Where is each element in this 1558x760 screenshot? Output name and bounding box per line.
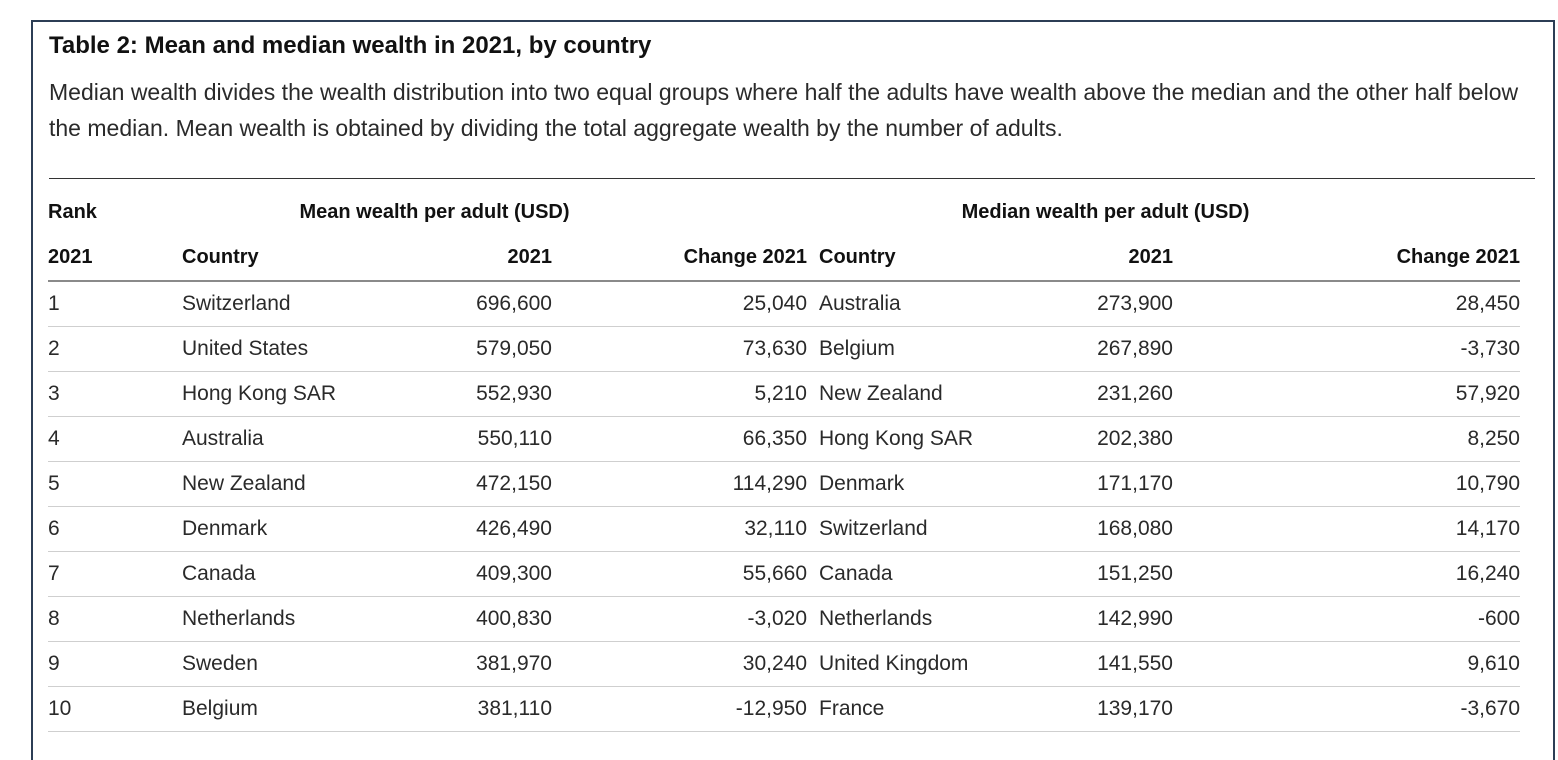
rank-cell: 7 — [48, 551, 182, 597]
median-change-header: Change 2021 — [1173, 234, 1520, 282]
table-row: 5 New Zealand 472,150 114,290 Denmark 171,170… — [48, 461, 1520, 507]
mean-country-cell: Switzerland — [182, 281, 382, 327]
median-change-cell: -600 — [1173, 596, 1520, 642]
table-row: 10 Belgium 381,110 -12,950 France 139,170 -3,6… — [48, 686, 1520, 732]
median-change-cell: 10,790 — [1173, 461, 1520, 507]
rank-cell: 9 — [48, 641, 182, 687]
rank-cell: 1 — [48, 281, 182, 327]
table-row: 8 Netherlands 400,830 -3,020 Netherlands 142,… — [48, 596, 1520, 642]
rank-cell: 6 — [48, 506, 182, 552]
mean-country-cell: Hong Kong SAR — [182, 371, 382, 417]
mean-2021-cell: 381,110 — [382, 686, 552, 732]
rank-cell: 5 — [48, 461, 182, 507]
median-2021-cell: 171,170 — [1019, 461, 1173, 507]
mean-2021-cell: 552,930 — [382, 371, 552, 417]
median-country-cell: Australia — [819, 281, 1019, 327]
median-group-header: Median wealth per adult (USD) — [961, 200, 1250, 223]
mean-2021-cell: 696,600 — [382, 281, 552, 327]
mean-2021-cell: 426,490 — [382, 506, 552, 552]
mean-change-cell: 66,350 — [552, 416, 807, 462]
table-row: 1 Switzerland 696,600 25,040 Australia 273,90… — [48, 281, 1520, 327]
rank-cell: 8 — [48, 596, 182, 642]
table-title: Table 2: Mean and median wealth in 2021,… — [49, 32, 652, 59]
rank-cell: 4 — [48, 416, 182, 462]
mean-change-cell: 55,660 — [552, 551, 807, 597]
median-2021-header: 2021 — [1019, 234, 1173, 282]
rank-header: Rank — [48, 200, 97, 223]
header-divider — [49, 178, 1535, 179]
mean-group-header: Mean wealth per adult (USD) — [299, 200, 570, 223]
median-2021-cell: 231,260 — [1019, 371, 1173, 417]
mean-country-cell: Australia — [182, 416, 382, 462]
table-row: 7 Canada 409,300 55,660 Canada 151,250 16,240 — [48, 551, 1520, 597]
rank-year-header: 2021 — [48, 234, 182, 282]
mean-country-cell: Canada — [182, 551, 382, 597]
mean-2021-cell: 409,300 — [382, 551, 552, 597]
mean-2021-cell: 472,150 — [382, 461, 552, 507]
mean-change-cell: 25,040 — [552, 281, 807, 327]
median-country-cell: France — [819, 686, 1019, 732]
mean-change-cell: -12,950 — [552, 686, 807, 732]
mean-2021-cell: 381,970 — [382, 641, 552, 687]
median-2021-cell: 142,990 — [1019, 596, 1173, 642]
mean-change-cell: 32,110 — [552, 506, 807, 552]
median-change-cell: 57,920 — [1173, 371, 1520, 417]
mean-2021-cell: 550,110 — [382, 416, 552, 462]
median-change-cell: -3,670 — [1173, 686, 1520, 732]
mean-change-cell: 30,240 — [552, 641, 807, 687]
mean-change-cell: 114,290 — [552, 461, 807, 507]
mean-country-cell: New Zealand — [182, 461, 382, 507]
mean-country-header: Country — [182, 234, 382, 282]
median-change-cell: 14,170 — [1173, 506, 1520, 552]
table-row: 9 Sweden 381,970 30,240 United Kingdom 141,55… — [48, 641, 1520, 687]
table-row: 6 Denmark 426,490 32,110 Switzerland 168,080 1… — [48, 506, 1520, 552]
median-2021-cell: 273,900 — [1019, 281, 1173, 327]
median-country-cell: Switzerland — [819, 506, 1019, 552]
median-2021-cell: 267,890 — [1019, 326, 1173, 372]
mean-change-cell: -3,020 — [552, 596, 807, 642]
table-row: 4 Australia 550,110 66,350 Hong Kong SAR 202,… — [48, 416, 1520, 462]
table-row: 3 Hong Kong SAR 552,930 5,210 New Zealand 231… — [48, 371, 1520, 417]
mean-change-cell: 5,210 — [552, 371, 807, 417]
median-change-cell: 9,610 — [1173, 641, 1520, 687]
mean-2021-cell: 400,830 — [382, 596, 552, 642]
median-country-cell: Denmark — [819, 461, 1019, 507]
median-change-cell: 8,250 — [1173, 416, 1520, 462]
mean-country-cell: United States — [182, 326, 382, 372]
median-change-cell: 28,450 — [1173, 281, 1520, 327]
median-2021-cell: 139,170 — [1019, 686, 1173, 732]
median-country-header: Country — [819, 234, 1019, 282]
median-2021-cell: 168,080 — [1019, 506, 1173, 552]
median-country-cell: United Kingdom — [819, 641, 1019, 687]
median-country-cell: Belgium — [819, 326, 1019, 372]
median-change-cell: 16,240 — [1173, 551, 1520, 597]
median-change-cell: -3,730 — [1173, 326, 1520, 372]
mean-2021-cell: 579,050 — [382, 326, 552, 372]
mean-country-cell: Belgium — [182, 686, 382, 732]
median-country-cell: Netherlands — [819, 596, 1019, 642]
median-country-cell: New Zealand — [819, 371, 1019, 417]
rank-cell: 3 — [48, 371, 182, 417]
median-2021-cell: 202,380 — [1019, 416, 1173, 462]
median-2021-cell: 151,250 — [1019, 551, 1173, 597]
median-country-cell: Hong Kong SAR — [819, 416, 1019, 462]
mean-country-cell: Sweden — [182, 641, 382, 687]
rank-cell: 2 — [48, 326, 182, 372]
mean-change-header: Change 2021 — [552, 234, 807, 282]
mean-change-cell: 73,630 — [552, 326, 807, 372]
wealth-table: Rank Mean wealth per adult (USD) Median … — [48, 190, 1520, 732]
median-country-cell: Canada — [819, 551, 1019, 597]
mean-country-cell: Netherlands — [182, 596, 382, 642]
table-row: 2 United States 579,050 73,630 Belgium 267,89… — [48, 326, 1520, 372]
table-description: Median wealth divides the wealth distrib… — [49, 79, 1519, 141]
mean-country-cell: Denmark — [182, 506, 382, 552]
mean-2021-header: 2021 — [382, 234, 552, 282]
rank-cell: 10 — [48, 686, 182, 732]
table-panel: Table 2: Mean and median wealth in 2021,… — [31, 20, 1555, 760]
median-2021-cell: 141,550 — [1019, 641, 1173, 687]
